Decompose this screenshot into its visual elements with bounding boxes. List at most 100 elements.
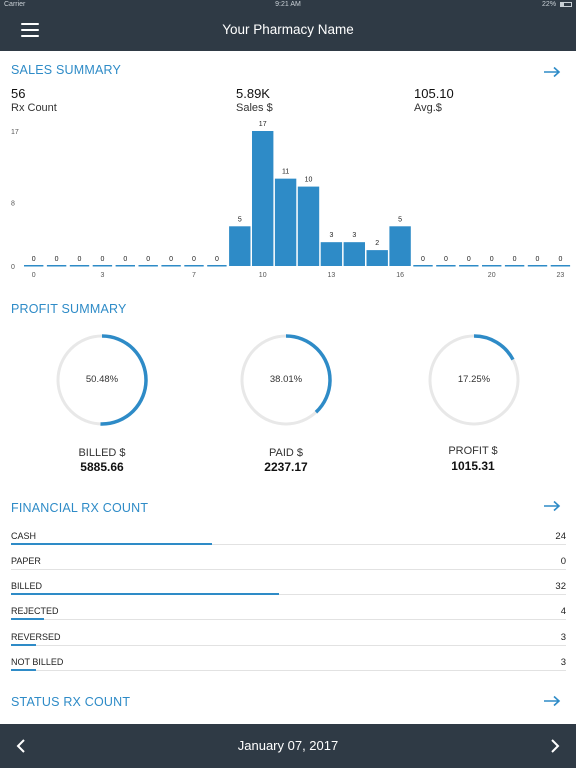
chevron-right-icon[interactable] [550,738,560,754]
paid-percent: 38.01% [269,374,303,385]
paid-gauge-arc [240,334,332,426]
sales-summary-arrow-icon[interactable] [543,66,561,78]
battery-icon [560,1,572,7]
profit-value: 1015.31 [451,459,495,473]
chart-data-label: 3 [329,232,333,239]
x-tick-label: 0 [32,272,36,279]
chart-data-label: 3 [352,232,356,239]
financial-row-paper[interactable]: PAPER 0 [11,556,566,581]
profit-summary-title: PROFIT SUMMARY [11,302,127,316]
financial-row-label: BILLED [11,581,43,591]
chart-data-label: 0 [100,256,104,263]
chart-bar [274,178,297,266]
financial-row-bar [11,644,36,646]
page-title: Your Pharmacy Name [222,22,354,37]
financial-row-not-billed[interactable]: NOT BILLED 3 [11,657,566,682]
paid-gauge: 38.01% [236,330,336,430]
chart-data-label: 17 [259,121,267,128]
carrier-label: Carrier [4,1,26,8]
chart-bar [46,265,67,267]
chart-bar [161,265,181,267]
financial-rx-arrow-icon[interactable] [543,500,561,512]
chart-bar [92,265,113,267]
financial-row-reversed[interactable]: REVERSED 3 [11,632,566,657]
financial-row-track [11,544,566,545]
financial-row-count: 4 [560,606,566,617]
billed-gauge-ring [56,334,148,426]
chart-data-label: 0 [444,256,448,263]
financial-row-label: REJECTED [11,606,59,616]
paid-gauge-ring [240,334,332,426]
chart-bar [229,226,251,266]
rx-count-label: Rx Count [11,102,57,114]
chart-bar [459,265,479,267]
rx-count-value: 56 [11,86,26,101]
profit-label: PROFIT $ [448,445,498,457]
financial-row-bar [11,669,36,671]
financial-row-billed[interactable]: BILLED 32 [11,581,566,606]
chart-bar [343,242,365,266]
financial-row-count: 0 [560,556,566,567]
financial-row-label: CASH [11,531,37,541]
chart-data-label: 0 [536,256,540,263]
sales-label: Sales $ [236,102,273,114]
x-tick-label: 23 [557,272,565,279]
billed-gauge-arc [56,334,148,426]
financial-row-bar [11,593,279,595]
status-rx-arrow-icon[interactable] [543,695,561,707]
financial-row-count: 3 [560,632,566,643]
chart-bar [482,265,502,267]
avg-label: Avg.$ [414,102,442,114]
x-tick-label: 10 [259,272,267,279]
financial-row-track [11,645,566,646]
chart-data-label: 5 [398,216,402,223]
financial-row-label: NOT BILLED [11,657,64,667]
chart-data-label: 0 [215,256,219,263]
paid-label: PAID $ [268,447,304,459]
financial-row-bar [11,618,44,620]
chevron-left-icon[interactable] [16,738,26,754]
sales-value: 5.89K [236,86,270,101]
financial-row-track [11,619,566,620]
chart-bar [389,226,411,266]
chart-bar [366,250,388,266]
chart-data-label: 0 [32,256,36,263]
y-tick-label: 8 [11,200,15,207]
sales-bar-chart: 0 8 17 0 0 0 0 0 0 0 0 0 5 17 11 10 3 3 2 5 0 0 0 0 0 0 0 0 3 7 10 13 16… [11,121,571,279]
hamburger-icon[interactable] [21,23,39,37]
battery-status: 22% [542,1,572,8]
chart-data-label: 0 [169,256,173,263]
financial-row-label: REVERSED [11,632,61,642]
nav-bar: Your Pharmacy Name [0,10,576,51]
chart-data-label: 0 [490,256,494,263]
x-tick-label: 3 [100,272,104,279]
y-tick-label: 17 [11,129,19,136]
chart-bar [504,265,525,267]
paid-value: 2237.17 [264,460,308,474]
profit-gauge-ring [428,334,520,426]
chart-data-label: 0 [123,256,127,263]
sales-stat: 5.89K Sales $ [236,86,273,114]
chart-data-label: 0 [421,256,425,263]
profit-percent: 17.25% [457,374,491,385]
chart-bar [207,265,227,267]
financial-row-label: PAPER [11,556,41,566]
chart-data-label: 0 [78,256,82,263]
billed-value: 5885.66 [80,460,124,474]
chart-bar [320,242,343,266]
financial-row-track [11,670,566,671]
chart-data-label: 0 [146,256,150,263]
financial-row-cash[interactable]: CASH 24 [11,531,566,556]
chart-bar [184,265,204,267]
y-tick-label: 0 [11,264,15,271]
financial-row-bar [11,543,212,545]
sales-summary-title: SALES SUMMARY [11,63,122,77]
chart-bar [436,265,456,267]
chart-bar [115,265,135,267]
avg-stat: 105.10 Avg.$ [414,86,454,114]
chart-bar [550,265,571,267]
chart-data-label: 0 [55,256,59,263]
billed-percent: 50.48% [85,374,119,385]
profit-gauge: 17.25% [424,330,524,430]
financial-row-rejected[interactable]: REJECTED 4 [11,606,566,631]
